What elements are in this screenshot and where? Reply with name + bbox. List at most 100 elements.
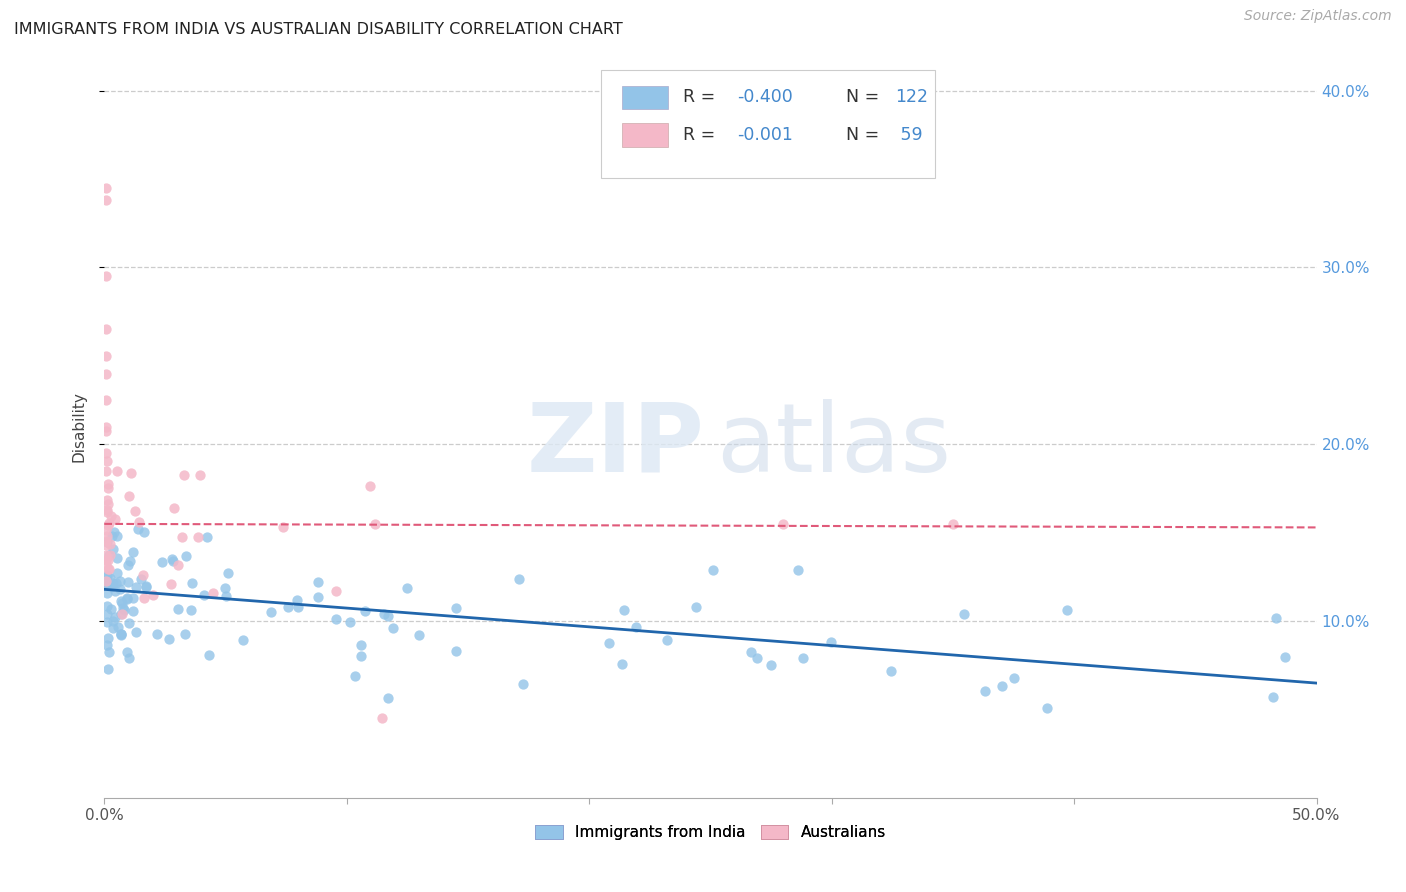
Point	[96, 553, 118, 567]
Point	[100, 601, 122, 615]
Point	[685, 600, 707, 615]
Text: Source: ZipAtlas.com: Source: ZipAtlas.com	[1244, 9, 1392, 23]
FancyBboxPatch shape	[621, 86, 668, 110]
Point	[100, 571, 122, 585]
Point	[94, 322, 117, 336]
Text: atlas: atlas	[717, 399, 952, 491]
Point	[1056, 603, 1078, 617]
Point	[128, 516, 150, 530]
Point	[512, 676, 534, 690]
Point	[94, 549, 117, 563]
Point	[110, 626, 132, 640]
Point	[125, 624, 148, 639]
Point	[96, 586, 118, 600]
Point	[104, 575, 127, 590]
Point	[96, 567, 118, 582]
Point	[974, 684, 997, 698]
Point	[167, 602, 190, 616]
Point	[880, 664, 903, 678]
Point	[157, 632, 180, 646]
Point	[444, 600, 467, 615]
Point	[96, 615, 118, 630]
Point	[444, 644, 467, 658]
Point	[612, 657, 634, 671]
Point	[94, 367, 117, 381]
Point	[107, 551, 129, 566]
Point	[94, 558, 117, 572]
Point	[97, 662, 120, 676]
Point	[96, 607, 118, 621]
Point	[942, 516, 965, 531]
Point	[94, 524, 117, 538]
Point	[1261, 690, 1284, 704]
Point	[287, 599, 309, 614]
Point	[105, 529, 128, 543]
Point	[97, 562, 120, 576]
Point	[195, 530, 218, 544]
Point	[98, 578, 121, 592]
Point	[96, 529, 118, 543]
Point	[111, 607, 134, 621]
Point	[118, 616, 141, 631]
Point	[96, 505, 118, 519]
Point	[105, 566, 128, 581]
Point	[657, 633, 679, 648]
Point	[94, 425, 117, 439]
Point	[117, 591, 139, 605]
Point	[94, 464, 117, 478]
Point	[96, 638, 118, 652]
Point	[371, 711, 394, 725]
Point	[217, 566, 239, 580]
Point	[354, 604, 377, 618]
Text: 122: 122	[894, 88, 928, 106]
Text: N =: N =	[846, 126, 884, 144]
Point	[307, 591, 329, 605]
Point	[215, 590, 238, 604]
FancyBboxPatch shape	[621, 123, 668, 146]
Point	[271, 520, 294, 534]
Point	[173, 627, 195, 641]
Point	[953, 607, 976, 622]
Point	[100, 529, 122, 543]
Point	[197, 648, 219, 663]
Point	[1274, 649, 1296, 664]
Point	[395, 582, 418, 596]
Point	[115, 592, 138, 607]
Point	[364, 516, 387, 531]
Point	[96, 569, 118, 583]
Point	[792, 651, 814, 665]
Point	[117, 651, 139, 665]
Point	[359, 479, 381, 493]
Text: N =: N =	[846, 88, 884, 106]
Point	[121, 604, 143, 618]
Point	[377, 609, 399, 624]
Point	[180, 603, 202, 617]
Point	[350, 648, 373, 663]
Point	[104, 583, 127, 598]
Text: -0.001: -0.001	[737, 126, 793, 144]
Point	[508, 572, 530, 586]
Point	[277, 600, 299, 615]
Point	[96, 503, 118, 517]
Text: R =: R =	[682, 126, 720, 144]
Point	[98, 562, 121, 576]
Point	[94, 349, 117, 363]
Point	[325, 612, 347, 626]
Point	[96, 577, 118, 591]
Y-axis label: Disability: Disability	[72, 392, 86, 462]
Point	[120, 554, 142, 568]
Point	[117, 558, 139, 573]
Point	[97, 548, 120, 562]
Point	[124, 504, 146, 518]
Point	[820, 634, 842, 648]
Point	[97, 517, 120, 532]
Point	[162, 554, 184, 568]
Point	[94, 269, 117, 284]
Point	[377, 690, 399, 705]
Point	[132, 567, 155, 582]
Point	[110, 607, 132, 622]
Point	[101, 541, 124, 556]
Point	[101, 578, 124, 592]
Point	[759, 658, 782, 673]
Point	[97, 476, 120, 491]
